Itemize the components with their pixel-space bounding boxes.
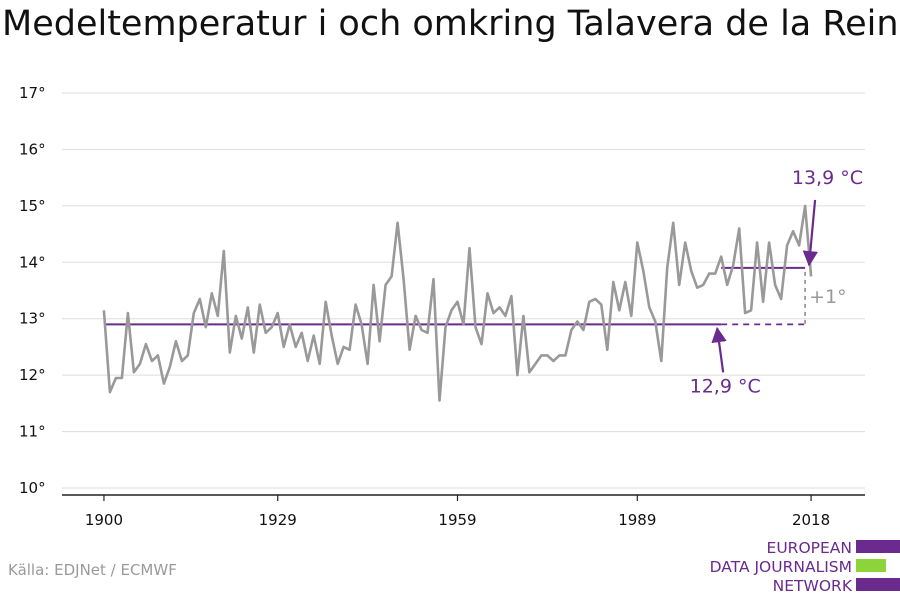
y-tick-label-4: 14° [19,253,46,271]
x-tick-label-1: 1929 [259,511,297,529]
y-tick-label-1: 11° [19,423,46,441]
y-axis-ticks: 10° 11° 12° 13° 14° 15° 16° 17° [19,84,46,497]
logo-bar-green [856,559,886,572]
gridlines [62,92,865,489]
y-tick-label-7: 17° [19,84,46,102]
x-tick-label-4: 2018 [792,511,830,529]
y-tick-label-6: 16° [19,140,46,158]
series-line-0 [102,204,813,402]
y-tick-label-3: 13° [19,310,46,328]
x-tick-label-2: 1959 [438,511,476,529]
y-tick-label-2: 12° [19,366,46,384]
temperature-chart: 10° 11° 12° 13° 14° 15° 16° 17° 1900 1929 1959 198… [19,84,865,529]
x-tick-label-3: 1989 [618,511,656,529]
x-axis-ticks: 1900 1929 1959 1989 2018 [62,494,865,529]
baseline-value-label: 12,9 °C [690,375,761,397]
logo-line-1: EUROPEAN [766,539,852,557]
edjnet-logo[interactable]: EUROPEAN DATA JOURNALISM NETWORK [700,530,900,600]
series-layer [102,204,813,402]
annotations: +1° 13,9 °C 12,9 °C [690,167,863,397]
y-tick-label-5: 15° [19,197,46,215]
y-tick-label-0: 10° [19,479,46,497]
x-tick-label-0: 1900 [85,511,123,529]
logo-line-3: NETWORK [772,577,852,595]
logo-bar-purple-top [856,540,900,553]
logo-bar-purple-bottom [856,578,900,591]
source-credit: Källa: EDJNet / ECMWF [8,561,177,579]
logo-wordmark: EUROPEAN DATA JOURNALISM NETWORK [710,539,852,596]
logo-line-2: DATA JOURNALISM [709,558,852,576]
recent-value-label: 13,9 °C [792,167,863,189]
chart-title: Medeltemperatur i och omkring Talavera d… [2,4,900,44]
recent-arrow [802,199,819,267]
difference-label: +1° [809,286,847,308]
baseline-arrow [711,326,727,373]
